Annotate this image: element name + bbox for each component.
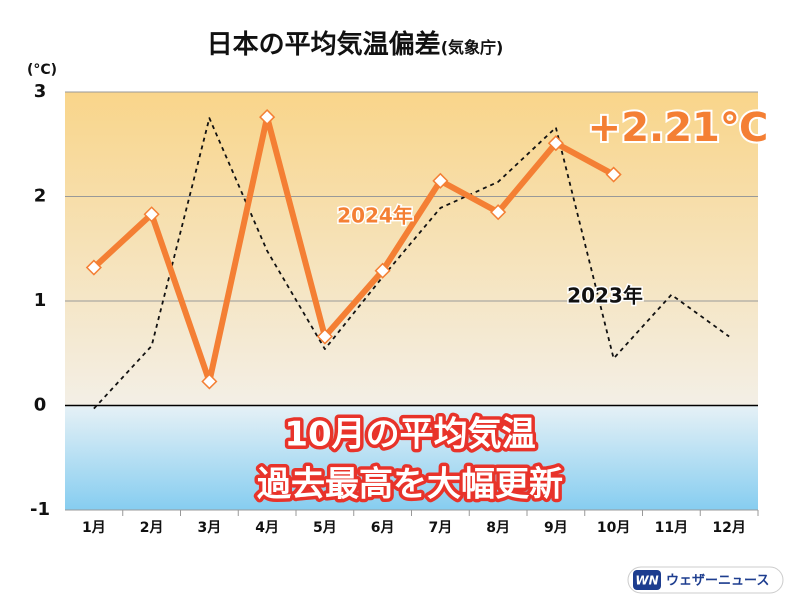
x-tick-label: 5月 (313, 520, 337, 536)
x-tick-label: 9月 (544, 520, 568, 536)
headline: 10月の平均気温 (284, 415, 535, 455)
y-tick-label: -1 (30, 499, 50, 520)
series-line (93, 117, 730, 410)
y-unit: (°C) (27, 62, 57, 78)
x-tick-label: 4月 (255, 520, 279, 536)
point-marker (201, 373, 218, 390)
logo: WN ウェザーニュース (627, 566, 784, 594)
x-tick-label: 11月 (655, 520, 688, 536)
point-marker (316, 328, 333, 345)
chart-title: 日本の平均気温偏差(気象庁) (207, 29, 504, 60)
cool-area (65, 405, 758, 510)
y-tick-label: 3 (34, 81, 47, 102)
point-marker (259, 109, 276, 126)
series-line (91, 114, 616, 385)
point-marker (547, 135, 564, 152)
point-marker (432, 172, 449, 189)
source: (気象庁) (441, 38, 504, 57)
y-tick-label: 1 (34, 290, 47, 311)
annotation-value: +2.21℃ (588, 105, 769, 151)
x-tick-label: 2月 (140, 520, 164, 536)
warm-area (65, 92, 758, 406)
plot-background (65, 92, 758, 510)
title: 日本の平均気温偏差 (207, 29, 441, 60)
x-tick-label: 1月 (82, 520, 106, 536)
point-marker (374, 262, 391, 279)
x-tick-label: 6月 (371, 520, 395, 536)
x-tick-label: 3月 (198, 520, 222, 536)
x-tick-label: 12月 (712, 520, 745, 536)
x-tick-label: 10月 (597, 520, 630, 536)
series-label: 2024年 (337, 204, 413, 228)
logo-mark: WN (635, 574, 658, 588)
headline: 過去最高を大幅更新 (257, 465, 563, 505)
x-tick-label: 7月 (429, 520, 453, 536)
logo-icon (633, 570, 661, 590)
logo-box (627, 566, 784, 594)
point-marker (490, 204, 507, 221)
y-tick-label: 2 (34, 186, 47, 207)
y-tick-label: 0 (34, 395, 47, 416)
logo-text: ウェザーニュース (666, 574, 769, 589)
x-tick-label: 8月 (486, 520, 510, 536)
point-marker (85, 259, 102, 276)
point-marker (143, 206, 160, 223)
point-marker (605, 166, 622, 183)
series-label: 2023年 (567, 284, 643, 308)
